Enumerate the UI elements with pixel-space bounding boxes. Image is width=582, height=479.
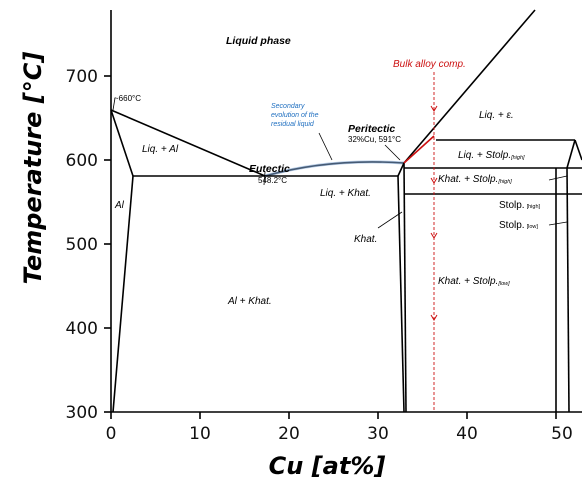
annotations: ~660°C Eutectic 548.2°C Peritectic 32%Cu… xyxy=(114,94,401,185)
y-tick-label: 600 xyxy=(66,151,98,171)
bulk-arrow xyxy=(430,314,438,321)
liquidus-al xyxy=(110,109,266,177)
stolp-inner xyxy=(566,167,570,413)
leader-lines xyxy=(112,97,568,229)
bulk-alloy-liquidus-segment xyxy=(403,135,435,164)
label-liq-eps: Liq. + ε. xyxy=(479,110,514,121)
khat-top xyxy=(397,162,405,177)
y-tick-label: 500 xyxy=(66,235,98,255)
bulk-arrow xyxy=(430,177,438,184)
y-tick-label: 700 xyxy=(66,67,98,87)
y-axis-title: Temperature [°C] xyxy=(19,52,47,285)
label-stolp-low: Stolp. [low] xyxy=(499,220,538,231)
label-khat-stolp-low: Khat. + Stolp.[low] xyxy=(438,276,510,287)
label-liquid-phase: Liquid phase xyxy=(226,35,291,47)
phase-labels: Liquid phase Liq. + Al Al Al + Khat. Liq… xyxy=(114,35,541,307)
bulk-arrow xyxy=(430,232,438,239)
eutectic-title: Eutectic xyxy=(249,163,290,175)
label-liq-khat: Liq. + Khat. xyxy=(320,188,371,199)
bulk-alloy-label: Bulk alloy comp. xyxy=(393,59,466,70)
axes xyxy=(104,10,582,419)
al-solvus xyxy=(112,175,134,413)
phase-boundaries xyxy=(110,9,582,413)
x-tick-label: 30 xyxy=(367,424,389,444)
secondary-evolution-path xyxy=(264,160,405,178)
liquidus-upper xyxy=(403,9,536,164)
secondary-note-line1: Secondary xyxy=(271,103,305,110)
label-stolp-high: Stolp. [high] xyxy=(499,200,541,211)
bulk-alloy-marker: Bulk alloy comp. xyxy=(393,59,466,412)
peritectic-value: 32%Cu, 591°C xyxy=(348,135,401,144)
label-liq-al: Liq. + Al xyxy=(142,144,179,155)
x-tick-label: 0 xyxy=(106,424,117,444)
secondary-note-line3: residual liquid xyxy=(271,121,315,128)
x-tick-label: 50 xyxy=(551,424,573,444)
bulk-arrow xyxy=(430,105,438,112)
y-tick-label: 400 xyxy=(66,319,98,339)
khat-right xyxy=(403,162,407,413)
al-solidus xyxy=(110,109,134,177)
peritectic-title: Peritectic xyxy=(348,123,395,135)
label-al: Al xyxy=(114,200,125,211)
label-liq-stolp: Liq. + Stolp.[high] xyxy=(458,150,525,161)
label-khat: Khat. xyxy=(354,234,377,245)
x-axis-title: Cu [at%] xyxy=(269,452,386,479)
eutectic-value: 548.2°C xyxy=(258,176,287,185)
khat-left xyxy=(397,175,405,413)
x-tick-label: 20 xyxy=(278,424,300,444)
label-al-khat: Al + Khat. xyxy=(227,296,272,307)
stolp-left-upper xyxy=(566,139,576,169)
y-tick-labels: 700 600 500 400 300 xyxy=(66,67,98,423)
stolp-right-upper xyxy=(574,139,582,161)
x-tick-label: 40 xyxy=(456,424,478,444)
al-melting-label: ~660°C xyxy=(114,94,141,103)
secondary-note-line2: evolution of the xyxy=(271,112,319,119)
label-khat-stolp-high: Khat. + Stolp.[high] xyxy=(438,174,512,185)
x-tick-labels: 0 10 20 30 40 50 xyxy=(106,424,573,444)
y-tick-label: 300 xyxy=(66,403,98,423)
x-tick-label: 10 xyxy=(189,424,211,444)
